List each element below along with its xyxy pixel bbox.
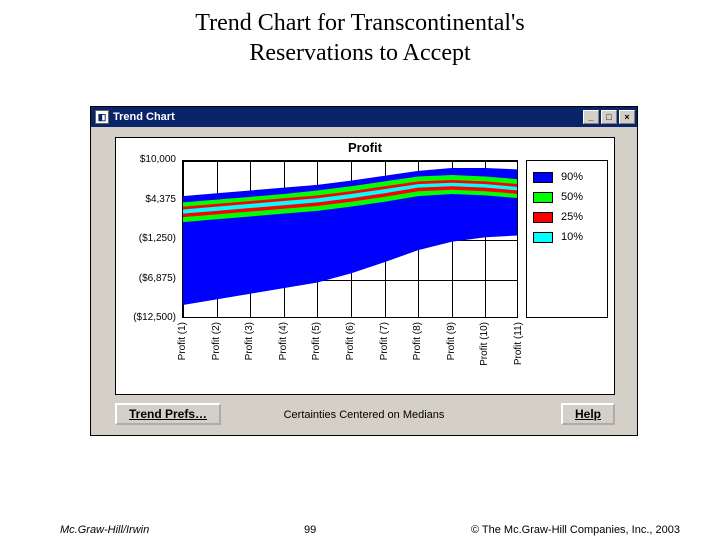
legend: 90% 50% 25% 10% [526, 160, 608, 318]
y-tick-label: $4,375 [118, 194, 176, 205]
legend-item: 10% [527, 227, 607, 247]
legend-item: 90% [527, 167, 607, 187]
x-tick-label: Profit (1) [177, 322, 188, 360]
close-button[interactable]: × [619, 110, 635, 124]
slide-title-line1: Trend Chart for Transcontinental's [0, 8, 720, 38]
x-tick-label: Profit (5) [311, 322, 322, 360]
legend-label: 90% [561, 171, 583, 183]
x-tick-label: Profit (11) [513, 322, 524, 365]
x-tick-label: Profit (10) [479, 322, 490, 366]
y-tick-label: ($12,500) [118, 312, 176, 323]
legend-item: 50% [527, 187, 607, 207]
chart-area: Profit 90% 50% 25% 10% $10,000 $4,375 ($1,250… [115, 137, 615, 395]
legend-swatch [533, 192, 553, 203]
chart-subtitle: Certainties Centered on Medians [91, 409, 637, 421]
x-tick-label: Profit (2) [211, 322, 222, 360]
legend-swatch [533, 232, 553, 243]
x-tick-label: Profit (3) [244, 322, 255, 360]
y-tick-label: ($1,250) [118, 233, 176, 244]
footer-left: Mc.Graw-Hill/Irwin [60, 524, 149, 536]
legend-label: 25% [561, 211, 583, 223]
slide-title-line2: Reservations to Accept [0, 38, 720, 68]
maximize-button[interactable]: □ [601, 110, 617, 124]
window-buttons: _ □ × [583, 110, 635, 124]
page-footer: Mc.Graw-Hill/Irwin 99 © The Mc.Graw-Hill… [0, 524, 720, 536]
help-button[interactable]: Help [561, 403, 615, 425]
x-tick-label: Profit (9) [446, 322, 457, 360]
x-tick-label: Profit (7) [379, 322, 390, 360]
y-tick-label: ($6,875) [118, 273, 176, 284]
legend-item: 25% [527, 207, 607, 227]
x-tick-label: Profit (8) [412, 322, 423, 360]
window-titlebar[interactable]: ◧ Trend Chart _ □ × [91, 107, 637, 127]
plot-area [182, 160, 518, 318]
bands-svg [183, 161, 518, 318]
legend-label: 50% [561, 191, 583, 203]
x-tick-label: Profit (6) [345, 322, 356, 360]
window-title: Trend Chart [113, 111, 583, 123]
chart-title: Profit [116, 140, 614, 155]
trend-chart-window: ◧ Trend Chart _ □ × Profit 90% 50% 25% 10% … [90, 106, 638, 436]
slide-title: Trend Chart for Transcontinental's Reser… [0, 8, 720, 68]
legend-swatch [533, 212, 553, 223]
y-tick-label: $10,000 [118, 154, 176, 165]
x-tick-label: Profit (4) [278, 322, 289, 360]
footer-copyright: © The Mc.Graw-Hill Companies, Inc., 2003 [471, 524, 680, 536]
legend-label: 10% [561, 231, 583, 243]
legend-swatch [533, 172, 553, 183]
app-icon: ◧ [95, 110, 109, 124]
footer-page-number: 99 [304, 524, 316, 536]
minimize-button[interactable]: _ [583, 110, 599, 124]
